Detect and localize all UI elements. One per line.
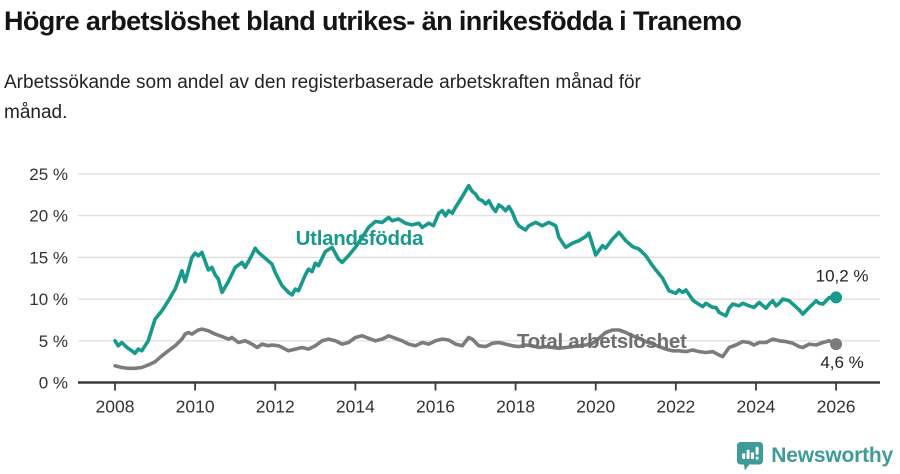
- newsworthy-brand: Newsworthy: [736, 441, 893, 471]
- x-tick-label: 2024: [736, 397, 775, 417]
- x-tick-label: 2012: [256, 397, 295, 417]
- x-tick-label: 2020: [576, 397, 615, 417]
- x-tick-label: 2016: [416, 397, 455, 417]
- x-tick-label: 2026: [817, 397, 856, 417]
- series-line-utlandsf-dda: [113, 183, 838, 356]
- newsworthy-logo-icon: [737, 442, 764, 471]
- chart-title: Högre arbetslöshet bland utrikes- än inr…: [4, 6, 742, 36]
- series-label: Total arbetslöshet: [517, 330, 687, 353]
- series-end-dot: [830, 338, 843, 351]
- chart-subtitle: Arbetssökande som andel av den registerb…: [4, 72, 641, 124]
- y-tick-label: 25 %: [29, 165, 68, 184]
- unemployment-line-chart: 2008 2010 2012 2014 2016 2018 2020 2022 2024 2026…: [29, 165, 880, 417]
- y-tick-label: 15 %: [29, 248, 68, 267]
- newsworthy-brand-name: Newsworthy: [771, 444, 893, 467]
- x-tick-label: 2014: [336, 397, 375, 417]
- series-end-label: 4,6 %: [820, 353, 863, 372]
- series-line-total-arbetsl-shet: [113, 327, 838, 371]
- x-tick-label: 2022: [656, 397, 695, 417]
- y-tick-label: 20 %: [29, 207, 68, 226]
- x-tick-label: 2008: [96, 397, 135, 417]
- series-end-label: 10,2 %: [816, 266, 869, 285]
- y-tick-label: 5 %: [39, 332, 68, 351]
- series-end-dot: [830, 291, 843, 304]
- x-tick-label: 2010: [176, 397, 215, 417]
- series-label: Utlandsfödda: [296, 227, 424, 250]
- x-tick-label: 2018: [496, 397, 535, 417]
- y-tick-label: 10 %: [29, 290, 68, 309]
- y-tick-label: 0 %: [39, 374, 68, 393]
